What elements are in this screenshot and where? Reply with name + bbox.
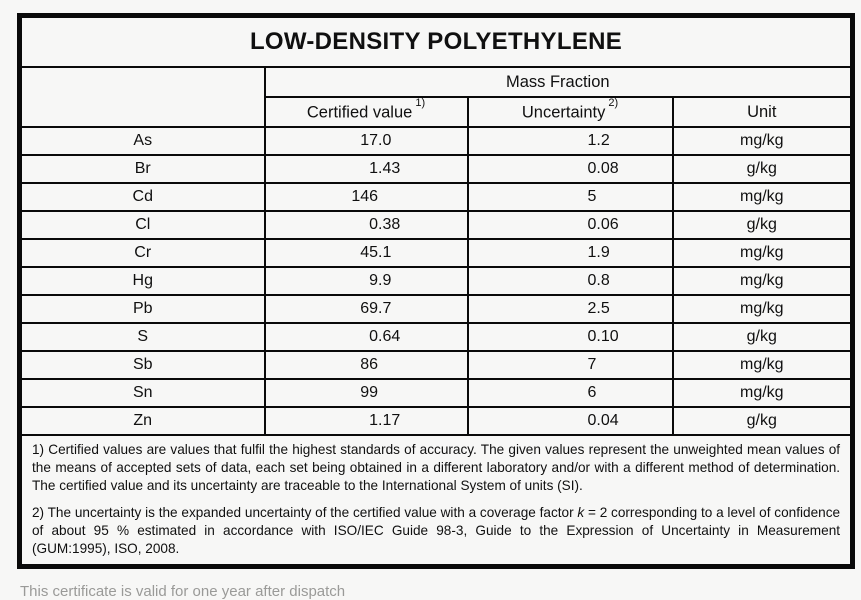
uncertainty-value: 2.5 xyxy=(466,294,674,324)
certified-value: 0.38 xyxy=(263,210,469,240)
coverage-factor-k: k xyxy=(577,505,585,520)
element-symbol: S xyxy=(18,322,266,352)
unit-value: g/kg xyxy=(671,406,854,436)
element-symbol: Zn xyxy=(18,406,266,436)
element-symbol: Sn xyxy=(18,378,266,408)
certified-value: 17.0 xyxy=(263,126,469,156)
title-row: LOW-DENSITY POLYETHYLENE xyxy=(18,14,854,68)
footnote-2-text: 2) The uncertainty is the expanded uncer… xyxy=(32,505,578,520)
uncertainty-value: 0.06 xyxy=(466,210,674,240)
corner-cell xyxy=(18,66,266,128)
footnote-1: 1) Certified values are values that fulf… xyxy=(32,442,841,493)
table-row-br: Br 1.43 0.08 g/kg xyxy=(18,154,854,184)
table-row-cd: Cd 146 5 mg/kg xyxy=(18,182,854,212)
certified-value: 1.17 xyxy=(263,406,469,436)
uncertainty-value: 0.8 xyxy=(466,266,674,296)
uncertainty-value: 5 xyxy=(466,182,674,212)
certified-value-label: Certified value xyxy=(306,103,413,122)
footnote-2-text-cont: = 2 corresponding to a level of confiden… xyxy=(32,505,841,556)
element-symbol: Br xyxy=(18,154,266,184)
certified-value: 99 xyxy=(263,378,469,408)
unit-value: g/kg xyxy=(671,322,854,352)
element-symbol: Cr xyxy=(18,238,266,268)
element-symbol: Sb xyxy=(18,350,266,380)
uncertainty-value: 1.9 xyxy=(466,238,674,268)
element-symbol: Hg xyxy=(18,266,266,296)
footnote-2: 2) The uncertainty is the expanded uncer… xyxy=(32,504,840,558)
uncertainty-value: 6 xyxy=(466,378,674,408)
certified-value: 1.43 xyxy=(263,154,469,184)
table-row-s: S 0.64 0.10 g/kg xyxy=(18,322,854,352)
page-title: LOW-DENSITY POLYETHYLENE xyxy=(18,14,854,68)
column-header-uncertainty: Uncertainty2) xyxy=(466,96,674,128)
table-row-cr: Cr 45.1 1.9 mg/kg xyxy=(18,238,854,268)
footnote-ref-1: 1) xyxy=(415,97,426,109)
unit-value: mg/kg xyxy=(671,182,854,212)
table-row-hg: Hg 9.9 0.8 mg/kg xyxy=(18,266,854,296)
footnotes-row: 1) Certified values are values that fulf… xyxy=(18,434,854,568)
element-symbol: Cl xyxy=(18,210,266,240)
column-group-mass-fraction: Mass Fraction xyxy=(263,66,854,98)
footnote-ref-2: 2) xyxy=(608,97,619,109)
table-row-as: As 17.0 1.2 mg/kg xyxy=(18,126,854,156)
table-row-sb: Sb 86 7 mg/kg xyxy=(18,350,854,380)
table-row-sn: Sn 99 6 mg/kg xyxy=(18,378,854,408)
column-header-certified-value: Certified value1) xyxy=(263,96,469,128)
unit-value: mg/kg xyxy=(671,238,854,268)
footnotes-block: 1) Certified values are values that fulf… xyxy=(18,434,854,568)
column-header-unit: Unit xyxy=(671,96,854,128)
certified-value: 0.64 xyxy=(263,322,469,352)
certified-value: 69.7 xyxy=(263,294,469,324)
certified-value: 45.1 xyxy=(263,238,469,268)
uncertainty-value: 1.2 xyxy=(466,126,674,156)
table-row-pb: Pb 69.7 2.5 mg/kg xyxy=(18,294,854,324)
table-row-cl: Cl 0.38 0.06 g/kg xyxy=(18,210,854,240)
certified-value: 9.9 xyxy=(263,266,469,296)
element-symbol: Cd xyxy=(18,182,266,212)
column-header-row: Certified value1) Uncertainty2) Unit xyxy=(20,96,854,128)
group-header-row: Mass Fraction xyxy=(18,66,854,128)
uncertainty-value: 0.04 xyxy=(466,406,674,436)
uncertainty-value: 0.10 xyxy=(466,322,674,352)
unit-value: g/kg xyxy=(671,210,854,240)
unit-value: g/kg xyxy=(671,154,854,184)
uncertainty-value: 0.08 xyxy=(466,154,674,184)
uncertainty-label: Uncertainty xyxy=(521,103,606,122)
certified-value: 86 xyxy=(263,350,469,380)
element-symbol: As xyxy=(18,126,266,156)
unit-value: mg/kg xyxy=(671,294,854,324)
unit-value: mg/kg xyxy=(671,266,854,296)
unit-value: mg/kg xyxy=(671,378,854,408)
table-row-zn: Zn 1.17 0.04 g/kg xyxy=(18,406,854,436)
uncertainty-value: 7 xyxy=(466,350,674,380)
unit-value: mg/kg xyxy=(671,350,854,380)
certificate-table: LOW-DENSITY POLYETHYLENE Mass Fraction C… xyxy=(17,13,856,569)
element-symbol: Pb xyxy=(18,294,266,324)
unit-value: mg/kg xyxy=(671,126,854,156)
certified-value: 146 xyxy=(263,182,469,212)
